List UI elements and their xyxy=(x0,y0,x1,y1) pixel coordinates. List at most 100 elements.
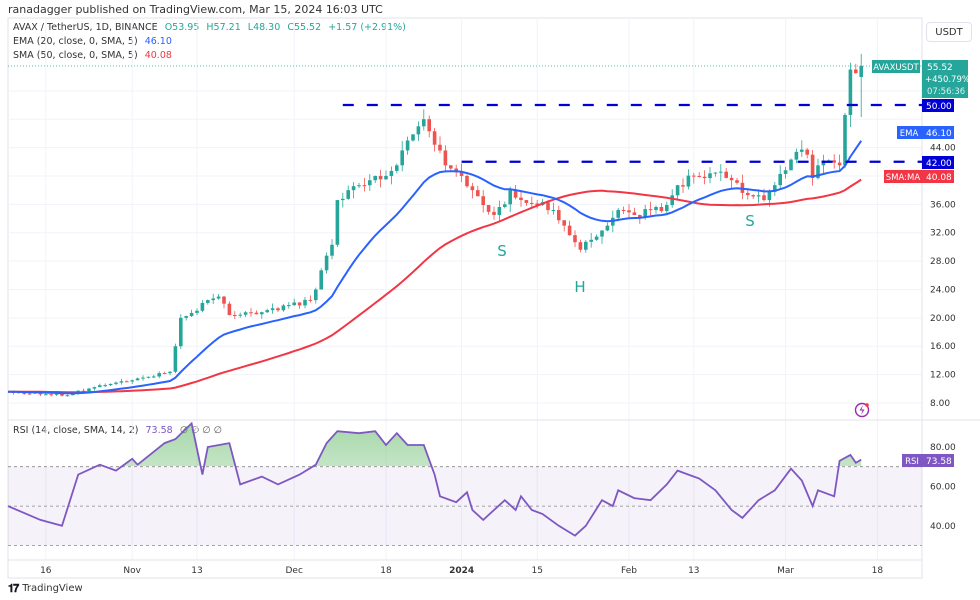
candle xyxy=(389,166,394,185)
candle xyxy=(422,109,426,131)
symbol-price-tag: AVAXUSDT 55.52 +450.79% 07:56:36 xyxy=(872,60,970,98)
tradingview-footer[interactable]: 𝟏𝟕 TradingView xyxy=(8,582,83,596)
sma-legend[interactable]: SMA (50, close, 0, SMA, 5) 40.08 xyxy=(13,50,176,62)
level-50-tag: 50.00 xyxy=(922,99,954,112)
candle xyxy=(713,172,718,177)
rsi-legend-value: 73.58 xyxy=(145,425,173,436)
candle-body xyxy=(659,206,664,212)
candle xyxy=(600,230,604,244)
symbol-name[interactable]: AVAX / TetherUS, 1D, BINANCE xyxy=(13,22,158,33)
candle xyxy=(416,121,421,141)
candle xyxy=(627,204,631,219)
candle xyxy=(492,206,496,220)
candle-body xyxy=(551,210,556,212)
currency-button[interactable]: USDT xyxy=(926,22,972,42)
candle xyxy=(789,158,793,171)
candle xyxy=(805,147,809,159)
candle xyxy=(530,196,534,207)
candle xyxy=(735,178,739,185)
candle-body xyxy=(27,393,32,395)
candle xyxy=(654,205,658,214)
candle-body xyxy=(330,244,334,256)
candle xyxy=(152,374,156,379)
axis-labels: 8.00 12.00 16.00 20.00 24.00 28.00 32.00 36.00 4… xyxy=(40,144,956,576)
lightning-icon[interactable] xyxy=(854,402,870,418)
price-tick-label: 8.00 xyxy=(930,399,950,409)
candle xyxy=(357,182,361,189)
candle-body xyxy=(368,180,372,186)
candle xyxy=(562,220,566,232)
candle-body xyxy=(848,69,853,115)
candle-body xyxy=(470,186,475,191)
candle-body xyxy=(38,392,43,395)
candle-body xyxy=(519,197,523,201)
candle-body xyxy=(492,211,496,215)
rsi-tag-text: RSI xyxy=(905,457,919,467)
candle xyxy=(135,377,140,381)
candle-body xyxy=(152,376,156,378)
time-tick-label[interactable]: Dec xyxy=(285,566,302,576)
time-tick-label[interactable]: 18 xyxy=(380,566,392,576)
candle xyxy=(400,140,404,172)
candle-body xyxy=(573,235,577,243)
candle xyxy=(395,163,399,174)
ema-legend-value: 46.10 xyxy=(144,36,172,47)
ohlc-high: H57.21 xyxy=(206,22,241,33)
candle-body xyxy=(719,171,723,173)
price-pane xyxy=(8,53,922,397)
candle-body xyxy=(211,298,215,301)
candle xyxy=(638,214,642,224)
candle-body xyxy=(405,140,410,151)
time-tick-label[interactable]: 16 xyxy=(40,566,52,576)
candle xyxy=(648,201,653,216)
candle xyxy=(206,299,210,305)
candle xyxy=(821,154,826,174)
time-tick-label[interactable]: 2024 xyxy=(449,566,474,576)
candle xyxy=(249,308,253,317)
candle xyxy=(589,232,593,248)
time-tick-label[interactable]: 15 xyxy=(531,566,542,576)
ema-legend[interactable]: EMA (20, close, 0, SMA, 5) 46.10 xyxy=(13,36,176,48)
candle-body xyxy=(697,175,701,177)
price-tick-label: 28.00 xyxy=(930,257,956,267)
candle xyxy=(238,312,242,318)
candle-body xyxy=(162,373,167,375)
candle-body xyxy=(92,387,97,389)
time-tick-label[interactable]: 18 xyxy=(872,566,884,576)
candle-body xyxy=(756,195,761,197)
candle xyxy=(427,115,431,138)
candle-body xyxy=(524,200,529,203)
candle-body xyxy=(341,198,345,201)
sma-legend-label: SMA (50, close, 0, SMA, 5) xyxy=(13,50,138,61)
sma-tag-text: SMA:MA xyxy=(886,173,921,183)
candle-body xyxy=(389,170,394,176)
candle xyxy=(200,300,205,313)
candle xyxy=(314,287,318,304)
candle xyxy=(848,62,853,127)
candle-body xyxy=(60,393,64,396)
time-tick-label[interactable]: Mar xyxy=(777,566,794,576)
candle xyxy=(794,148,799,164)
candle xyxy=(659,203,664,213)
candle xyxy=(519,191,523,207)
candle-body xyxy=(119,381,124,383)
candle xyxy=(362,177,367,192)
candle-body xyxy=(130,380,134,382)
candle xyxy=(486,204,491,215)
candle-body xyxy=(486,205,491,212)
time-tick-label[interactable]: Nov xyxy=(123,566,141,576)
candle-body xyxy=(686,175,691,187)
candle xyxy=(800,140,804,157)
time-tick-label[interactable]: 13 xyxy=(688,566,699,576)
price-tick-label: 20.00 xyxy=(930,314,956,324)
candle xyxy=(465,174,469,189)
time-tick-label[interactable]: Feb xyxy=(621,566,637,576)
time-tick-label[interactable]: 13 xyxy=(191,566,202,576)
candle-body xyxy=(141,377,145,379)
candle-body xyxy=(821,160,826,166)
rsi-legend[interactable]: RSI (14, close, SMA, 14, 2) 73.58 ∅ ∅ ∅ … xyxy=(13,425,226,437)
candle-body xyxy=(854,69,858,74)
level-42-text: 42.00 xyxy=(926,159,952,169)
candle-body xyxy=(708,173,712,179)
